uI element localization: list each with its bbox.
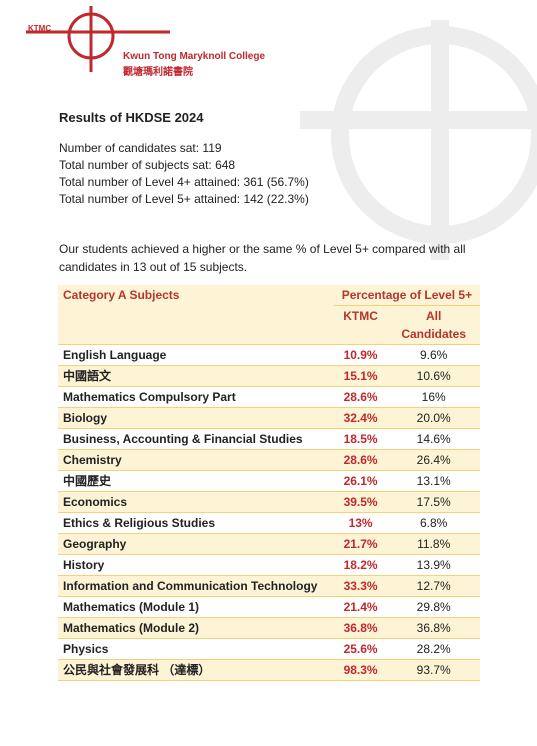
table-row: 中國語文 15.1% 10.6% [58,365,480,387]
header-all: All Candidates [387,305,480,345]
stat-line: Total number of subjects sat: 648 [59,158,236,172]
logo-abbr: KTMC [28,24,52,33]
header-group: Percentage of Level 5+ [333,285,480,306]
subject: Economics [58,491,334,513]
all-value: 36.8% [387,617,480,639]
subject: 中國語文 [58,365,334,387]
header-row: Category A Subjects Percentage of Level … [58,285,480,306]
all-value: 28.2% [387,638,480,660]
header-ktmc: KTMC [333,305,388,345]
subject: History [58,554,334,576]
stat-line: Number of candidates sat: 119 [59,141,222,155]
subject: 公民與社會發展科 （達標） [58,659,334,681]
table-row: Ethics & Religious Studies 13% 6.8% [58,512,480,534]
table-row: Mathematics (Module 2) 36.8% 36.8% [58,617,480,639]
ktmc-value: 36.8% [333,617,388,639]
logo-mark [26,6,170,72]
ktmc-value: 39.5% [333,491,388,513]
table-row: Business, Accounting & Financial Studies… [58,428,480,450]
stats: Number of candidates sat: 119 Total numbe… [59,140,309,208]
subject: Biology [58,407,334,429]
ktmc-value: 21.4% [333,596,388,618]
ktmc-value: 33.3% [333,575,388,597]
subject: Mathematics Compulsory Part [58,386,334,408]
table-row: 公民與社會發展科 （達標） 98.3% 93.7% [58,659,480,681]
table-row: History 18.2% 13.9% [58,554,480,576]
subject: Information and Communication Technology [58,575,334,597]
all-value: 20.0% [387,407,480,429]
subject: Chemistry [58,449,334,471]
table-row: Geography 21.7% 11.8% [58,533,480,555]
ktmc-value: 28.6% [333,386,388,408]
all-value: 13.1% [387,470,480,492]
all-value: 29.8% [387,596,480,618]
ktmc-value: 26.1% [333,470,388,492]
ktmc-value: 28.6% [333,449,388,471]
ktmc-value: 15.1% [333,365,388,387]
subject: Mathematics (Module 1) [58,596,334,618]
stat-line: Total number of Level 4+ attained: 361 (… [59,175,309,189]
summary: Our students achieved a higher or the sa… [59,242,466,274]
table-row: Biology 32.4% 20.0% [58,407,480,429]
subject: English Language [58,344,334,366]
all-value: 17.5% [387,491,480,513]
watermark [300,20,537,260]
all-value: 10.6% [387,365,480,387]
header-blank [58,305,334,345]
all-value: 93.7% [387,659,480,681]
subject: Business, Accounting & Financial Studies [58,428,334,450]
table-row: English Language 10.9% 9.6% [58,344,480,366]
subject: Physics [58,638,334,660]
stat-line: Total number of Level 5+ attained: 142 (… [59,192,309,206]
ktmc-value: 18.5% [333,428,388,450]
logo-name-en: Kwun Tong Maryknoll College [123,51,266,62]
subject: Geography [58,533,334,555]
all-value: 6.8% [387,512,480,534]
all-value: 26.4% [387,449,480,471]
table-row: Information and Communication Technology… [58,575,480,597]
table-row: Chemistry 28.6% 26.4% [58,449,480,471]
ktmc-value: 13% [333,512,388,534]
ktmc-value: 18.2% [333,554,388,576]
ktmc-value: 21.7% [333,533,388,555]
ktmc-value: 98.3% [333,659,388,681]
ktmc-value: 25.6% [333,638,388,660]
subject: Ethics & Religious Studies [58,512,334,534]
ktmc-value: 32.4% [333,407,388,429]
title: Results of HKDSE 2024 [59,110,204,125]
subject: Mathematics (Module 2) [58,617,334,639]
all-value: 16% [387,386,480,408]
header-subject: Category A Subjects [58,285,334,306]
header-row: KTMC All Candidates [58,305,480,345]
table-row: Economics 39.5% 17.5% [58,491,480,513]
subject: 中國歷史 [58,470,334,492]
logo-name-zh: 觀塘瑪利諾書院 [123,67,193,78]
table-row: Physics 25.6% 28.2% [58,638,480,660]
all-value: 9.6% [387,344,480,366]
table-row: Mathematics (Module 1) 21.4% 29.8% [58,596,480,618]
all-value: 11.8% [387,533,480,555]
ktmc-value: 10.9% [333,344,388,366]
table-row: 中國歷史 26.1% 13.1% [58,470,480,492]
all-value: 14.6% [387,428,480,450]
all-value: 13.9% [387,554,480,576]
table-row: Mathematics Compulsory Part 28.6% 16% [58,386,480,408]
results-table: Category A Subjects Percentage of Level … [58,285,480,681]
all-value: 12.7% [387,575,480,597]
